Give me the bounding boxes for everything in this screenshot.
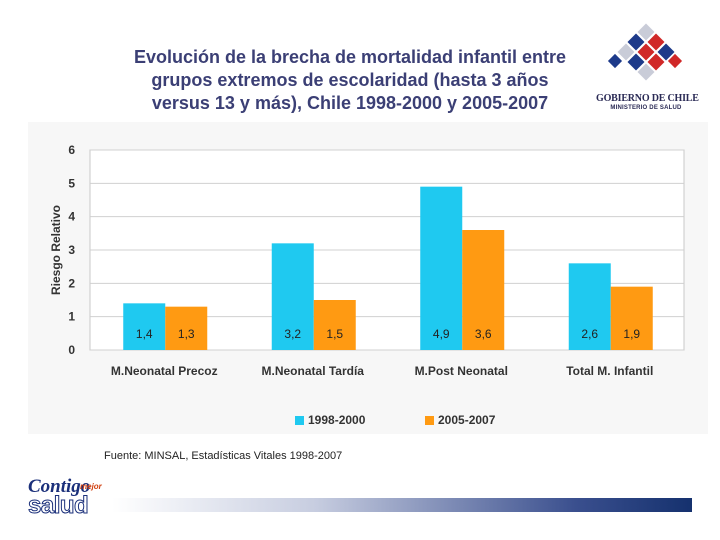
x-category-label: M.Neonatal Tardía (262, 364, 365, 378)
gobierno-de-chile-logo (607, 23, 683, 81)
bar-chart: 0 1 2 3 4 5 6 Riesgo Relativo 1,4 1,3 M.Neonatal P… (49, 143, 685, 378)
bar-2005-2007-3 (462, 230, 505, 350)
data-label: 3,6 (475, 327, 492, 341)
x-category-label: M.Neonatal Precoz (111, 364, 218, 378)
bar-1998-2000-4 (568, 263, 611, 350)
y-tick-label: 5 (68, 176, 75, 190)
legend-label: 2005-2007 (438, 413, 496, 427)
title-line: Evolución de la brecha de mortalidad inf… (133, 47, 567, 67)
data-label: 1,4 (136, 327, 153, 341)
data-label: 1,9 (623, 327, 640, 341)
legend-label: 1998-2000 (308, 413, 366, 427)
brand-mid: mejor (80, 482, 102, 491)
bar-2005-2007-2 (313, 300, 356, 350)
y-tick-label: 3 (68, 243, 75, 257)
data-label: 4,9 (433, 327, 450, 341)
y-tick-label: 6 (68, 143, 75, 157)
legend-swatch (425, 416, 434, 425)
title-line: versus 13 y más), Chile 1998-2000 y 2005… (151, 93, 549, 113)
brand-bottom: salud (27, 492, 89, 520)
y-tick-label: 1 (68, 310, 75, 324)
y-tick-label: 4 (68, 210, 75, 224)
data-label: 2,6 (581, 327, 598, 341)
data-label: 1,3 (178, 327, 195, 341)
data-label: 1,5 (326, 327, 343, 341)
bar-2005-2007-1 (165, 306, 208, 350)
title-line: grupos extremos de escolaridad (hasta 3 … (151, 70, 549, 90)
bar-1998-2000-1 (123, 303, 166, 350)
contigo-mejor-salud-logo: Contigo mejor salud (27, 476, 118, 520)
logo-subtitle: MINISTERIO DE SALUD (610, 105, 682, 111)
legend-item: 1998-2000 (295, 413, 365, 427)
bar-1998-2000-3 (420, 186, 463, 350)
legend-item: 2005-2007 (425, 413, 495, 427)
chart-title: Evolución de la brecha de mortalidad inf… (100, 46, 600, 115)
y-tick-label: 2 (68, 276, 75, 290)
logo-tiles-icon (607, 23, 683, 81)
y-axis-label: Riesgo Relativo (49, 205, 63, 295)
data-label: 3,2 (284, 327, 301, 341)
x-category-label: M.Post Neonatal (415, 364, 508, 378)
x-category-label: Total M. Infantil (566, 364, 653, 378)
logo-name: GOBIERNO DE CHILE (596, 93, 699, 104)
y-tick-label: 0 (68, 343, 75, 357)
bar-1998-2000-2 (271, 243, 314, 350)
bar-2005-2007-4 (610, 286, 653, 350)
footer-gradient-bar (112, 498, 692, 512)
brand-top: Contigo (28, 476, 91, 497)
legend-swatch (295, 416, 304, 425)
source-note: Fuente: MINSAL, Estadísticas Vitales 199… (104, 450, 343, 462)
